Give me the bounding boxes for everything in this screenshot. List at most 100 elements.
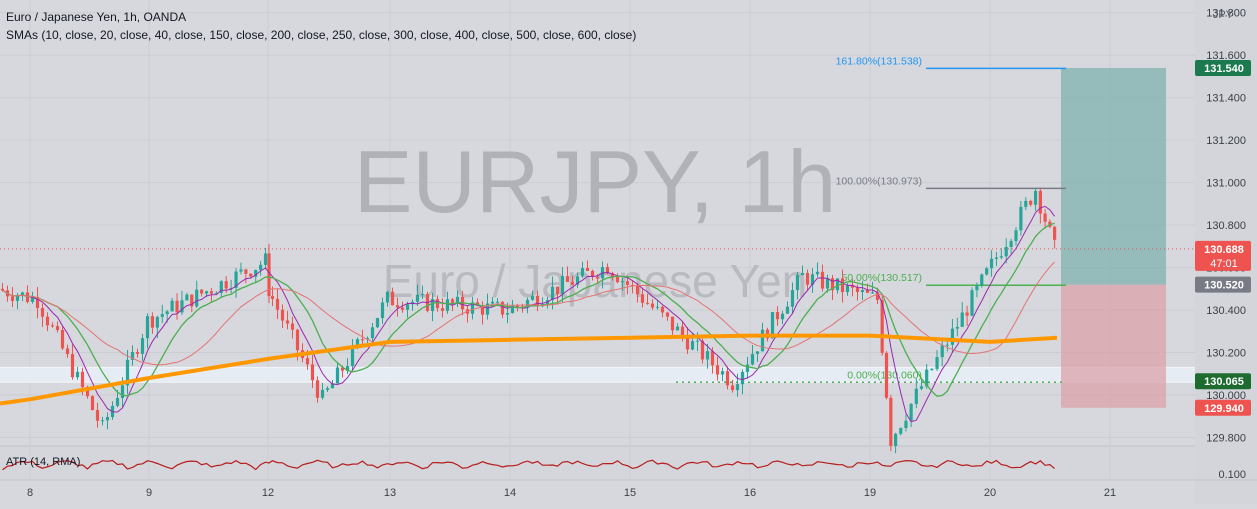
sma-red-line[interactable] [2, 261, 1055, 366]
candle-body [785, 306, 790, 314]
candle-body [860, 290, 865, 293]
candle-body [1024, 200, 1028, 207]
candle-body [510, 305, 515, 314]
candle-body [90, 396, 95, 411]
candle-body [20, 292, 25, 296]
candle-body [280, 309, 285, 321]
candle-body [405, 304, 410, 310]
candle-body [825, 278, 830, 289]
fib-level-label: 100.00%(130.973) [836, 175, 922, 187]
candle-body [735, 384, 740, 391]
candle-body [315, 380, 320, 398]
candle-body [175, 300, 179, 313]
candle-body [130, 352, 135, 360]
candle-body [1014, 230, 1018, 241]
candle-body [775, 312, 780, 320]
candle-body [345, 365, 350, 371]
candle-body [1043, 213, 1047, 222]
candle-body [35, 296, 40, 309]
candle-body [70, 354, 75, 378]
candle-body [420, 294, 425, 296]
candle-body [999, 256, 1003, 258]
candle-body [790, 290, 795, 307]
candle-body [445, 299, 450, 311]
position-profit-zone[interactable] [1061, 67, 1166, 285]
candle-body [755, 351, 760, 354]
candle-body [530, 295, 535, 300]
sma-fast-line[interactable] [2, 205, 1056, 423]
candle-body [965, 312, 969, 316]
candle-body [105, 417, 110, 421]
time-axis-tick: 20 [984, 487, 996, 499]
candle-body [495, 301, 500, 303]
candle-body [365, 338, 370, 340]
candle-body [904, 420, 908, 429]
candle-body [1004, 246, 1008, 257]
sma-slow-line[interactable] [0, 333, 1058, 406]
price-label-stop: 129.940 [1195, 399, 1251, 416]
candle-body [209, 291, 214, 294]
price-axis-tick: 131.000 [1206, 178, 1246, 190]
indicator-legend[interactable]: SMAs (10, close, 20, close, 40, close, 1… [6, 28, 637, 42]
price-axis-tick: 131.400 [1206, 93, 1246, 105]
candle-body [635, 285, 640, 295]
atr-pane-bg [0, 446, 1195, 480]
candle-body [360, 339, 365, 341]
candle-body [830, 278, 835, 291]
candle-body [480, 305, 485, 315]
candle-body [770, 312, 775, 339]
sma-mid-line[interactable] [2, 222, 1055, 397]
watermark-name: Euro / Japanese Yen [383, 255, 808, 307]
price-label-entry: 130.520 [1195, 276, 1251, 293]
candle-body [865, 290, 870, 293]
candle-body [640, 294, 645, 303]
position-loss-zone[interactable] [1061, 284, 1166, 408]
candle-body [234, 271, 238, 288]
candle-body [800, 272, 805, 276]
candle-body [850, 285, 855, 288]
candle-body [884, 352, 889, 398]
candle-body [170, 300, 174, 312]
candle-body [710, 351, 715, 366]
candle-body [930, 368, 934, 370]
candle-body [780, 313, 785, 320]
candle-body [795, 275, 800, 291]
candle-body [100, 420, 105, 422]
candle-body [239, 269, 243, 272]
time-axis-tick: 8 [27, 487, 33, 499]
price-label-last: 130.688 47:01 [1195, 240, 1251, 271]
candle-body [1033, 190, 1038, 205]
currency-label: JPY [1212, 9, 1233, 21]
atr-legend[interactable]: ATR (14, RMA) [6, 456, 81, 468]
candle-body [85, 387, 90, 397]
candle-body [914, 388, 918, 404]
candle-body [655, 306, 660, 308]
candle-body [893, 433, 898, 446]
candle-body [815, 271, 820, 275]
candle-body [705, 351, 710, 360]
candle-body [75, 371, 80, 378]
candle-body [395, 305, 400, 308]
candle-body [25, 292, 30, 302]
candle-body [275, 298, 280, 310]
atr-axis-tick: 0.100 [1218, 469, 1246, 481]
price-label-bg [1195, 399, 1251, 416]
candle-body [585, 268, 590, 271]
candle-body [190, 294, 194, 307]
candle-body [575, 276, 580, 285]
atr-line[interactable] [2, 459, 1055, 471]
candle-body [490, 301, 495, 304]
candle-body [665, 312, 670, 317]
candle-body [125, 359, 130, 386]
candle-body [200, 289, 204, 294]
chart-title: Euro / Japanese Yen, 1h, OANDA [6, 10, 187, 24]
price-label-text: 131.540 [1204, 63, 1244, 75]
price-label-target: 131.540 [1195, 59, 1251, 76]
candle-body [135, 352, 140, 354]
candle-body [0, 288, 5, 291]
candle-body [845, 285, 850, 293]
candle-body [224, 281, 228, 289]
candle-body [45, 316, 50, 326]
